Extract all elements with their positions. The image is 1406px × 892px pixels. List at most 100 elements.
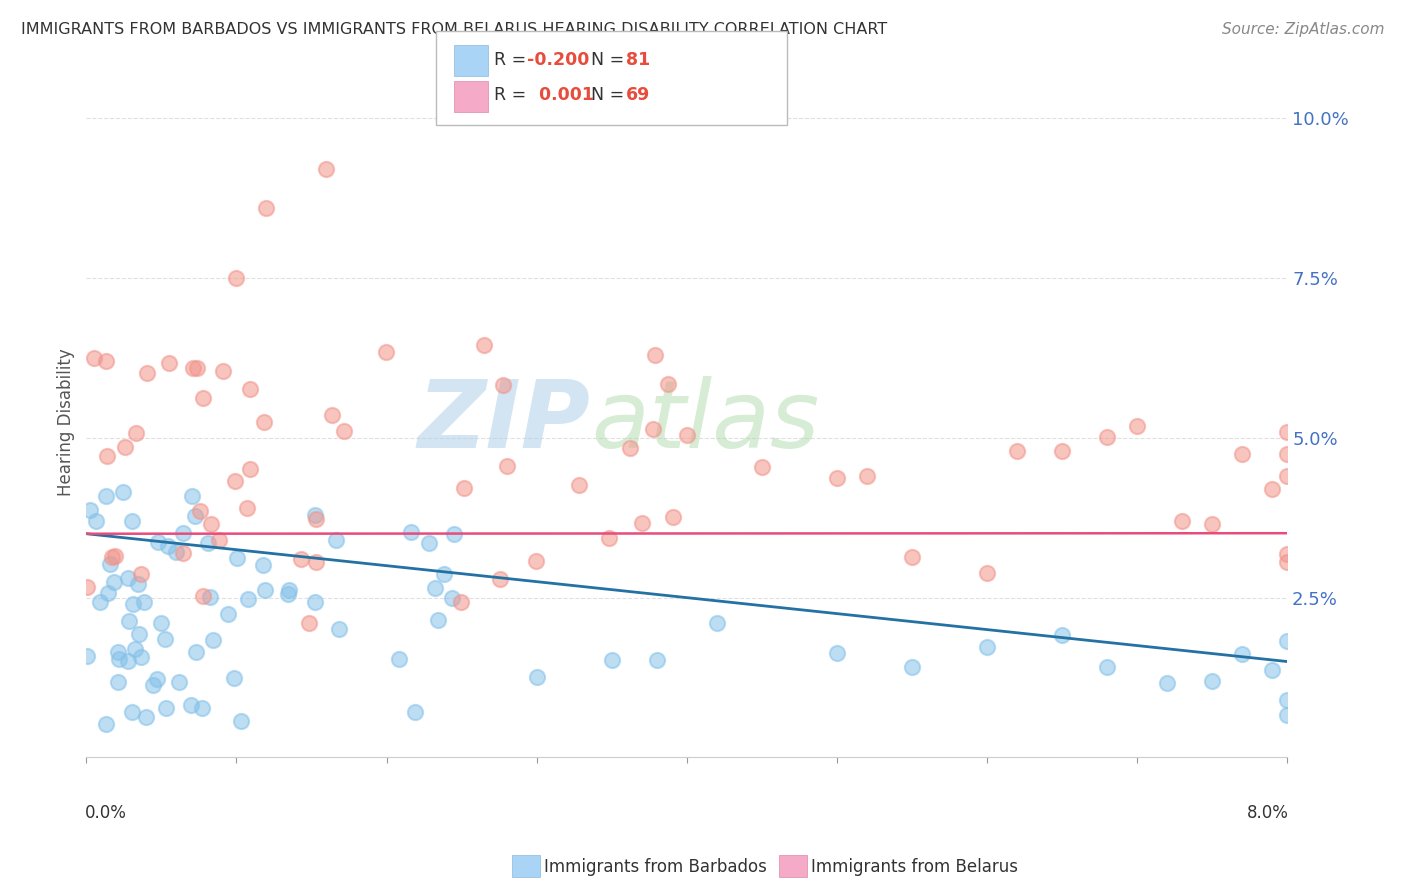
Point [644,348,666,362]
Point [404,706,426,720]
Point [277,587,299,601]
Point [1005,444,1028,458]
Point [298,615,321,630]
Point [856,469,879,483]
Point [145,672,167,686]
Point [104,549,127,564]
Point [149,616,172,631]
Text: Immigrants from Belarus: Immigrants from Belarus [811,858,1018,876]
Point [1171,515,1194,529]
Point [1126,419,1149,434]
Text: R =: R = [494,51,531,69]
Point [440,591,463,605]
Point [526,670,548,684]
Point [600,653,623,667]
Point [1230,447,1253,461]
Point [825,646,848,660]
Point [321,408,343,422]
Point [253,583,276,598]
Point [121,514,143,528]
Point [135,710,157,724]
Point [103,574,125,589]
Point [706,615,728,630]
Point [128,626,150,640]
Point [97,585,120,599]
Point [94,489,117,503]
Point [751,460,773,475]
Point [134,595,156,609]
Text: -0.200: -0.200 [527,51,589,69]
Point [631,516,654,530]
Point [201,632,224,647]
Point [181,361,204,376]
Point [107,675,129,690]
Point [136,367,159,381]
Point [198,590,221,604]
Point [304,508,326,523]
Point [1230,647,1253,661]
Point [645,653,668,667]
Point [146,535,169,549]
Point [129,649,152,664]
Point [474,338,496,352]
Point [1277,556,1299,570]
Point [79,503,101,517]
Point [155,701,177,715]
Point [84,514,107,528]
Point [388,652,411,666]
Point [333,424,356,438]
Point [1201,516,1223,531]
Point [401,524,423,539]
Point [1277,447,1299,461]
Point [254,201,277,215]
Point [217,607,239,621]
Point [127,577,149,591]
Point [418,536,440,550]
Point [96,449,118,463]
Point [1201,673,1223,688]
Point [165,545,187,559]
Point [186,360,208,375]
Point [1277,634,1299,648]
Point [328,623,350,637]
Point [239,382,262,396]
Point [117,654,139,668]
Text: 69: 69 [626,87,650,104]
Point [180,698,202,712]
Point [142,678,165,692]
Point [191,391,214,405]
Point [76,580,98,594]
Point [492,378,515,392]
Point [1277,469,1299,483]
Point [89,595,111,609]
Point [101,549,124,564]
Point [901,550,924,565]
Point [226,551,249,566]
Point [236,591,259,606]
Point [208,533,231,548]
Point [619,441,641,455]
Point [224,671,246,685]
Point [675,428,697,442]
Point [114,440,136,454]
Point [489,572,512,586]
Point [125,425,148,440]
Point [200,516,222,531]
Point [121,597,143,611]
Point [191,701,214,715]
Point [157,539,180,553]
Point [159,356,181,370]
Point [423,581,446,595]
Text: 8.0%: 8.0% [1247,805,1288,822]
Point [305,556,328,570]
Text: 0.0%: 0.0% [86,805,127,822]
Point [901,660,924,674]
Point [191,590,214,604]
Point [239,462,262,476]
Text: N =: N = [591,87,630,104]
Point [643,422,665,436]
Point [1261,663,1284,677]
Point [94,717,117,731]
Point [1261,482,1284,496]
Point [1095,430,1118,444]
